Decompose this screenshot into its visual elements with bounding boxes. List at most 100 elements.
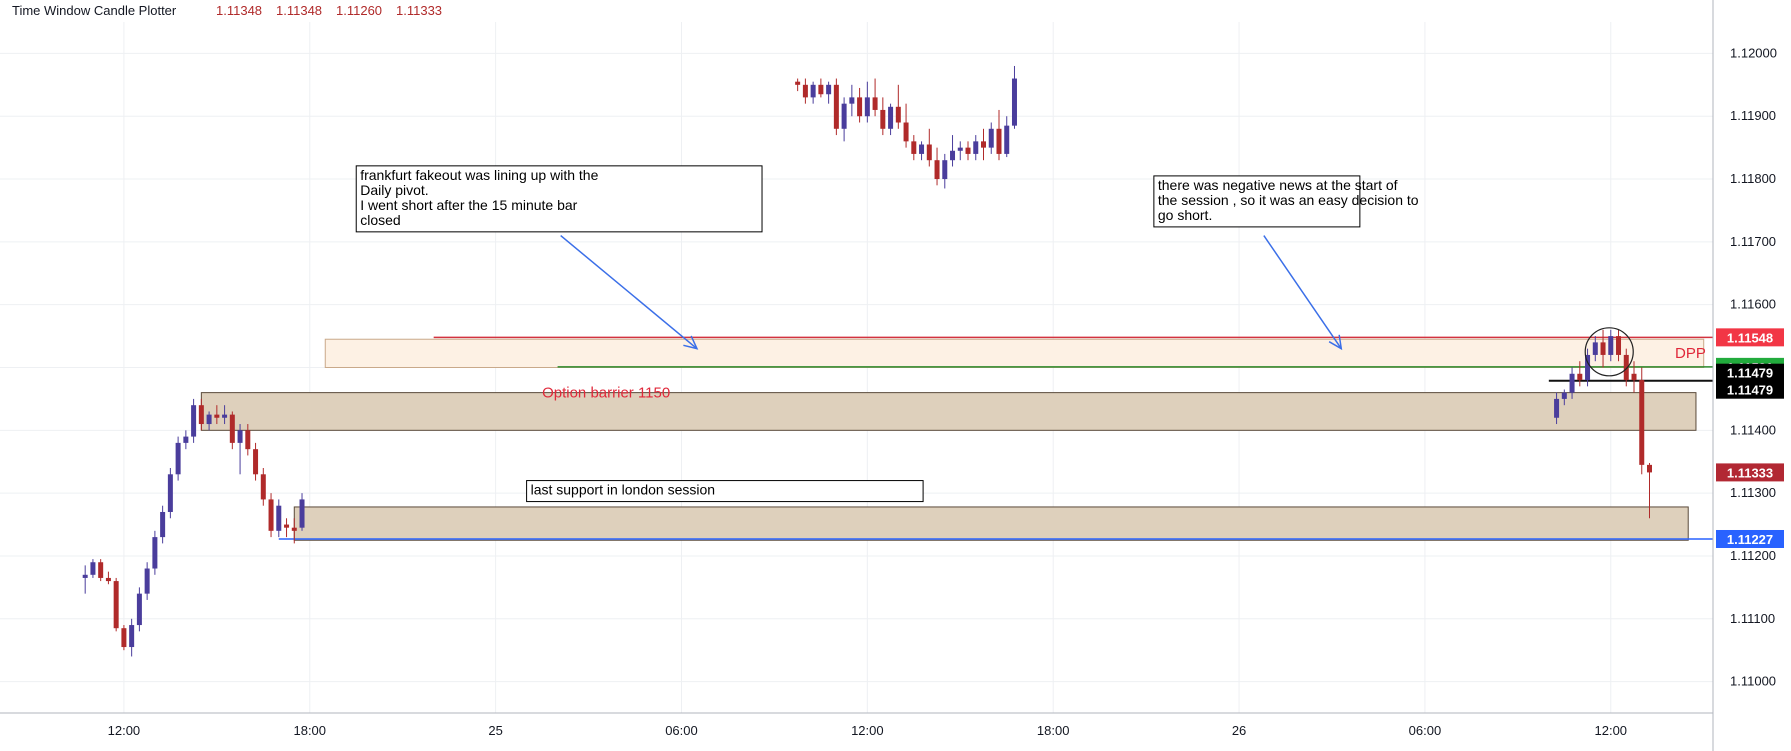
candle [957,141,963,161]
note-frankfurt[interactable]: frankfurt fakeout was lining up with the… [355,165,763,233]
brown-zone-lower[interactable] [293,506,1689,541]
price-label-red: 1.11548 [1716,328,1784,347]
note-box [526,480,924,503]
candle [214,405,220,425]
candle-body [113,581,119,629]
arrow-frankfurt[interactable] [560,235,699,350]
candle [911,135,917,161]
candle-body [996,128,1002,154]
highlight-circle[interactable] [1584,327,1634,377]
candle [880,97,886,136]
arrow-head [1328,334,1343,351]
candle [136,587,142,632]
y-tick-label: 1.11600 [1730,297,1776,312]
x-tick-label: 25 [488,723,502,738]
price-label-text: 1.11227 [1727,532,1773,547]
indicator-header: Time Window Candle Plotter 1.11348 1.113… [12,3,442,18]
candle [950,135,956,167]
x-tick-label: 12:00 [108,723,141,738]
candle [105,571,111,585]
candle-body [1623,354,1629,381]
arrow-head [683,335,699,350]
price-label-text: 1.11548 [1727,330,1773,345]
candle [1569,367,1575,399]
candle [253,442,259,481]
candle-body [276,505,282,531]
annotations: frankfurt fakeout was lining up with the… [355,165,1706,503]
candle [245,424,251,456]
candle-body [222,414,228,418]
candle [1639,367,1645,475]
candle [183,430,189,450]
candle-body [826,84,832,95]
candle-body [206,414,212,425]
candle [260,468,266,506]
note-text: I went short after the 15 minute bar [360,197,577,213]
candle-body [260,474,266,500]
candle-body [183,436,189,443]
candle [857,87,863,123]
candle [152,530,158,575]
candle-body [284,524,290,528]
zones [200,338,1705,541]
candle [198,398,204,431]
candle-body [229,414,235,443]
candle-body [136,593,142,626]
candle-body [818,84,824,95]
note-text: frankfurt fakeout was lining up with the [360,167,598,183]
cream-zone[interactable] [324,338,1705,368]
note-negative-news[interactable]: there was negative news at the start oft… [1153,175,1419,228]
candle-body [1577,373,1583,381]
candle [833,78,839,136]
candle [299,493,305,531]
candle [276,499,282,538]
candle [1623,348,1629,387]
note-box [355,165,763,233]
y-tick-label: 1.11200 [1730,548,1776,563]
candle [1585,348,1591,387]
price-label-bg [1716,463,1784,482]
candle [996,109,1002,161]
candle [919,141,925,161]
candle [284,518,290,538]
indicator-value-open: 1.11348 [216,3,262,18]
y-tick-label: 1.11300 [1730,485,1776,500]
candle-body [90,562,96,575]
price-label-last: 1.11333 [1716,463,1784,482]
candle-body [965,147,971,154]
candle [872,78,878,117]
candle [291,518,297,544]
note-last-support[interactable]: last support in london session [526,480,924,503]
y-tick-label: 1.11400 [1730,422,1776,437]
brown-zone-upper[interactable] [200,392,1697,431]
arrow-negative-news[interactable] [1263,235,1343,351]
candle-body [121,628,127,648]
candle-body [191,405,197,437]
candle [826,81,832,104]
candle [942,153,948,189]
candle-body [895,106,901,123]
note-text: last support in london session [531,482,715,498]
candle-body [795,81,801,85]
candle [167,468,173,519]
candle-body [919,144,925,154]
candle [1004,116,1010,158]
candle-body [973,141,979,154]
candle [988,122,994,154]
candle-body [1639,380,1645,465]
candle-body [1608,336,1614,355]
candle-body [872,97,878,110]
candle-body [942,160,948,180]
candle-body [105,577,111,582]
y-tick-label: 1.11700 [1730,234,1776,249]
candle [237,424,243,475]
candle-body [1585,354,1591,381]
note-text: go short. [1158,207,1212,223]
y-tick-label: 1.11900 [1730,108,1776,123]
candle [802,78,808,104]
candle [1011,65,1017,129]
candle-body [888,106,894,129]
indicator-value-high: 1.11348 [276,3,322,18]
